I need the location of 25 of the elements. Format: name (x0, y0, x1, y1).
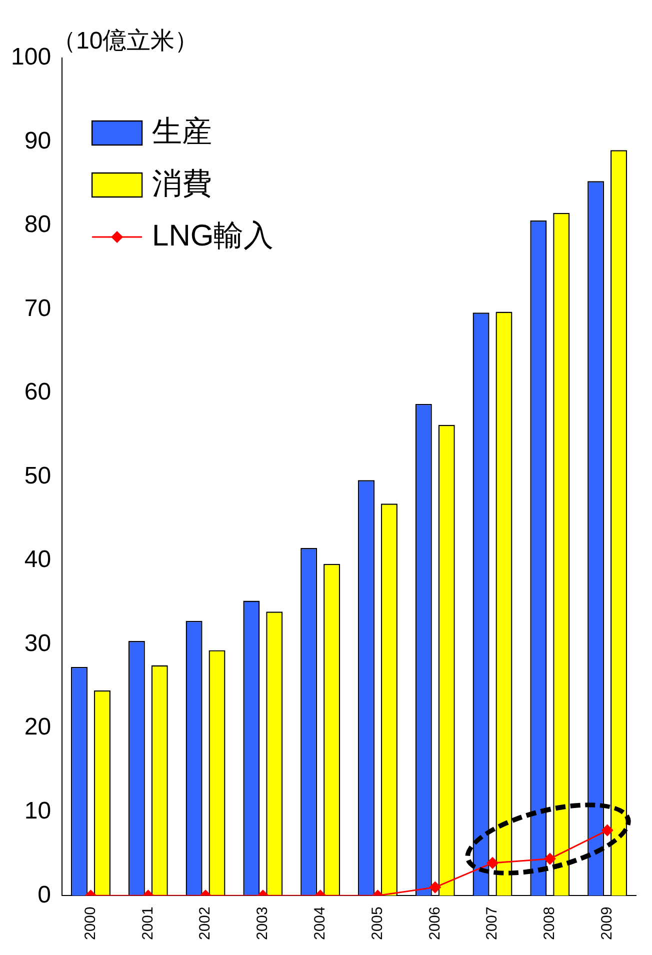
y-tick-label: 20 (24, 714, 52, 741)
x-tick-label: 2009 (598, 906, 616, 940)
x-tick-label: 2007 (484, 906, 501, 940)
x-tick-label: 2001 (139, 906, 156, 940)
y-tick-label: 50 (24, 462, 52, 490)
legend-label: LNG輸入 (152, 219, 274, 252)
y-tick-label: 70 (24, 294, 52, 322)
x-tick-label: 2008 (541, 906, 558, 940)
legend-label: 消費 (152, 167, 212, 200)
y-tick-label: 80 (24, 211, 52, 238)
y-tick-label: 30 (24, 630, 52, 657)
x-tick-label: 2005 (368, 906, 386, 940)
y-tick-label: 40 (24, 546, 52, 574)
y-tick-label: 100 (10, 44, 52, 71)
x-tick-label: 2002 (196, 906, 214, 940)
y-tick-label: 60 (24, 378, 52, 406)
y-tick-label: 10 (24, 797, 52, 824)
x-tick-label: 2004 (311, 906, 328, 940)
x-tick-label: 2000 (82, 906, 99, 940)
x-tick-label: 2006 (426, 906, 444, 940)
y-axis-title: （10億立米） (52, 28, 199, 55)
legend-label: 生産 (152, 115, 212, 148)
y-tick-label: 0 (38, 881, 52, 908)
y-tick-label: 90 (24, 127, 52, 154)
x-tick-label: 2003 (254, 906, 272, 940)
